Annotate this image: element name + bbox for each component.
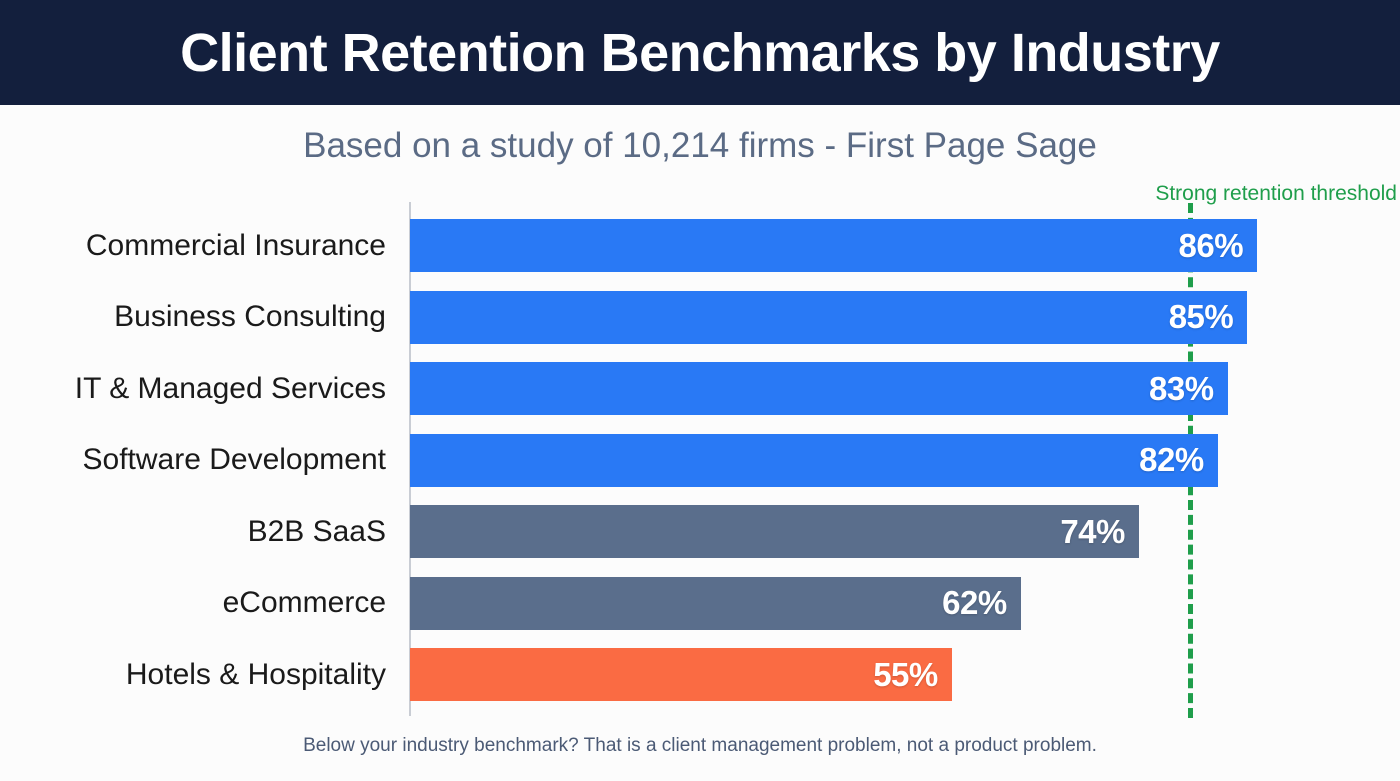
bar: 85%: [410, 290, 1248, 344]
bar-row: IT & Managed Services 83%: [0, 362, 1400, 415]
bar: 83%: [410, 362, 1228, 415]
bar-row: B2B SaaS 74%: [0, 505, 1400, 558]
bar-value-label: 74%: [1060, 512, 1125, 550]
bar-row: Hotels & Hospitality 55%: [0, 648, 1400, 701]
category-label: Software Development: [82, 443, 387, 476]
subtitle: Based on a study of 10,214 firms - First…: [303, 126, 1097, 165]
category-label: Business Consulting: [114, 300, 386, 333]
bar-value-label: 83%: [1148, 369, 1214, 407]
category-label: eCommerce: [222, 586, 386, 619]
strong-retention-threshold-label: Strong retention threshold: [1155, 182, 1397, 205]
bar-row: eCommerce 62%: [0, 576, 1400, 630]
footer-note: Below your industry benchmark? That is a…: [303, 735, 1097, 756]
bar: 86%: [410, 219, 1258, 272]
bar-value-label: 85%: [1168, 298, 1234, 335]
category-label: Commercial Insurance: [85, 228, 386, 262]
bar-value-label: 62%: [942, 584, 1007, 621]
bar-value-label: 86%: [1178, 226, 1244, 264]
category-label: Hotels & Hospitality: [125, 657, 386, 691]
category-label: B2B SaaS: [247, 514, 386, 548]
bar-row: Commercial Insurance 86%: [0, 219, 1400, 272]
bar-row: Business Consulting 85%: [0, 290, 1400, 344]
bar-row: Software Development 82%: [0, 433, 1400, 487]
bar: 82%: [410, 433, 1218, 487]
bar-value-label: 82%: [1139, 441, 1204, 478]
bar-value-label: 55%: [873, 655, 938, 693]
bar: 55%: [410, 648, 952, 701]
category-label: IT & Managed Services: [74, 371, 386, 405]
bar: 62%: [410, 576, 1021, 630]
header-banner: Client Retention Benchmarks by Industry: [0, 0, 1400, 105]
bar: 74%: [410, 505, 1139, 558]
page-title: Client Retention Benchmarks by Industry: [180, 22, 1220, 83]
